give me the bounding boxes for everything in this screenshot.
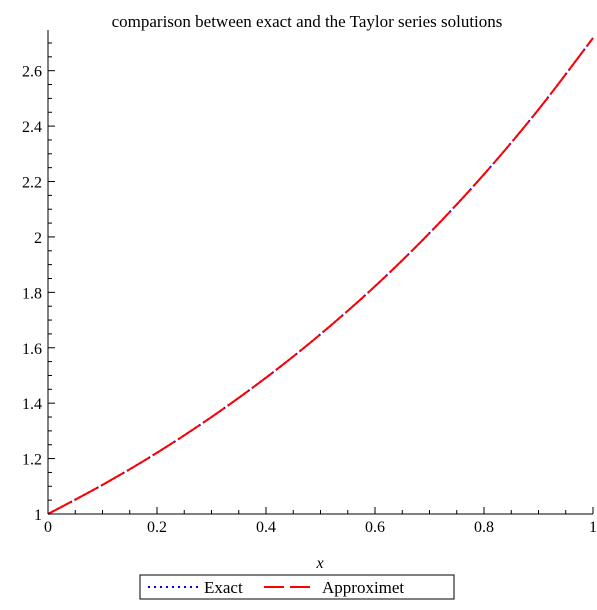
y-tick-label: 2.2 [22,175,42,192]
y-tick-label: 1.8 [22,285,42,302]
y-tick-label: 2.4 [22,119,42,136]
x-tick-label: 1 [589,519,597,536]
y-tick-label: 1 [34,507,42,524]
legend-label-exact: Exact [204,578,243,597]
x-tick-label: 0.4 [256,519,276,536]
y-tick-label: 1.2 [22,452,42,469]
x-axis-label: x [315,555,323,572]
y-tick-label: 1.4 [22,396,42,413]
y-axis: 1 1.2 1.4 1.6 1.8 2 2.2 2.4 2.6 [22,30,55,524]
series-line-exact [47,37,594,515]
plot-area [47,37,594,515]
legend-label-approximet: Approximet [322,578,404,597]
y-tick-label: 2 [34,230,42,247]
x-tick-label: 0.2 [147,519,167,536]
series-line-approximet [47,37,594,515]
x-tick-label: 0.6 [365,519,385,536]
chart-title: comparison between exact and the Taylor … [112,12,503,31]
x-tick-label: 0.8 [474,519,494,536]
legend: Exact Approximet [139,574,455,600]
x-axis: 0 0.2 0.4 0.6 0.8 1 [44,507,597,536]
y-tick-label: 2.6 [22,64,42,81]
y-tick-label: 1.6 [22,341,42,358]
x-tick-label: 0 [44,519,52,536]
